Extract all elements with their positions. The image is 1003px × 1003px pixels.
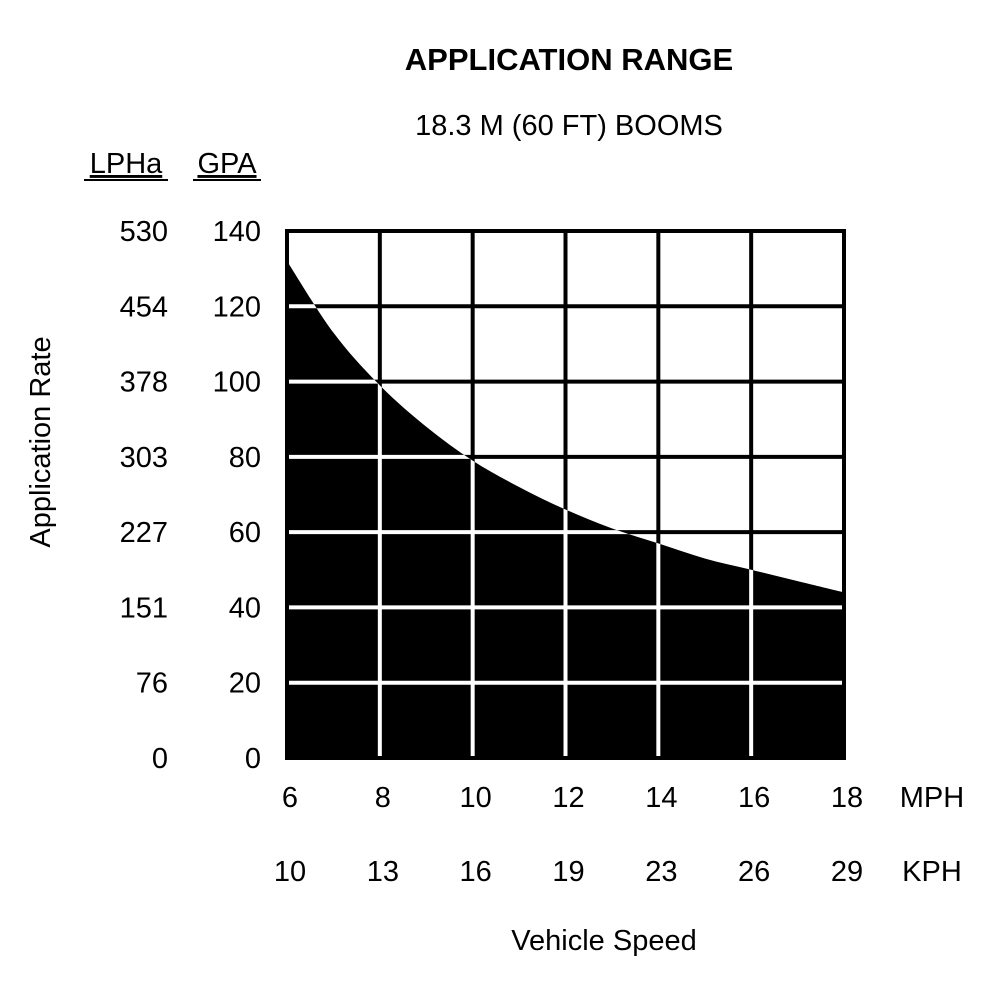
x-tick-label-kph: 29: [831, 856, 863, 888]
y-tick-label-lpha: 530: [120, 216, 168, 248]
x-tick-label-mph: 16: [738, 782, 770, 814]
x-tick-label-mph: 6: [282, 782, 298, 814]
x-axis-unit-kph: KPH: [902, 856, 962, 888]
x-tick-label-kph: 23: [645, 856, 677, 888]
y-tick-label-gpa: 100: [213, 367, 261, 399]
x-tick-label-mph: 12: [552, 782, 584, 814]
x-axis-label: Vehicle Speed: [511, 925, 696, 957]
y-tick-label-gpa: 60: [229, 517, 261, 549]
chart-subtitle: 18.3 M (60 FT) BOOMS: [415, 110, 723, 142]
x-tick-label-mph: 8: [375, 782, 391, 814]
y-tick-label-lpha: 151: [120, 592, 168, 624]
y-tick-label-lpha: 227: [120, 517, 168, 549]
x-axis-unit-mph: MPH: [900, 782, 964, 814]
x-tick-label-mph: 18: [831, 782, 863, 814]
y-tick-label-lpha: 76: [136, 668, 168, 700]
tick-labels: 5304543783032271517601401201008060402006…: [120, 216, 864, 888]
y-tick-label-gpa: 0: [245, 743, 261, 775]
plot-frame: [285, 229, 846, 760]
x-tick-label-kph: 13: [367, 856, 399, 888]
y-tick-label-lpha: 303: [120, 442, 168, 474]
x-tick-label-kph: 26: [738, 856, 770, 888]
y-tick-label-gpa: 80: [229, 442, 261, 474]
plot-area: [285, 229, 846, 760]
x-tick-label-mph: 14: [645, 782, 677, 814]
x-tick-label-kph: 19: [552, 856, 584, 888]
y-axis-header-lpha: LPHa: [90, 148, 163, 180]
y-tick-label-gpa: 40: [229, 592, 261, 624]
y-axis-header-gpa: GPA: [197, 148, 257, 180]
y-tick-label-lpha: 454: [120, 291, 168, 323]
x-tick-label-kph: 16: [460, 856, 492, 888]
y-tick-label-lpha: 378: [120, 367, 168, 399]
chart-title: APPLICATION RANGE: [405, 42, 733, 77]
x-tick-label-mph: 10: [460, 782, 492, 814]
y-tick-label-gpa: 20: [229, 668, 261, 700]
y-axis-label: Application Rate: [25, 336, 57, 547]
y-tick-label-lpha: 0: [152, 743, 168, 775]
y-tick-label-gpa: 120: [213, 291, 261, 323]
y-tick-label-gpa: 140: [213, 216, 261, 248]
x-tick-label-kph: 10: [274, 856, 306, 888]
